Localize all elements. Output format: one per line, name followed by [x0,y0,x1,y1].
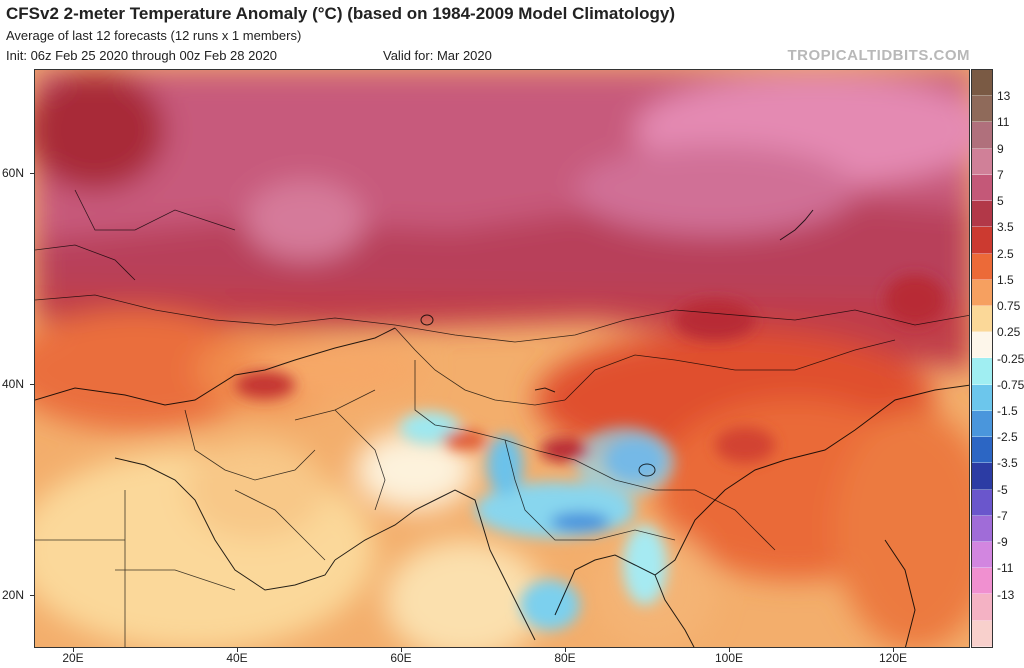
color-scale-label: 9 [997,141,1004,156]
lon-label-80e: 80E [554,651,576,665]
color-scale-cell [972,541,992,569]
lon-tick-100 [729,648,730,652]
color-scale-cell [972,148,992,175]
color-scale-label: 0.25 [997,325,1021,340]
map-subtitle: Average of last 12 forecasts (12 runs x … [6,28,302,43]
lon-tick-120 [893,648,894,652]
color-scale-cell [972,227,992,254]
color-scale-cell [972,410,992,438]
color-scale-cell [972,122,992,149]
color-scale-cell [972,174,992,202]
color-scale-label: 11 [997,115,1010,130]
lon-tick-80 [565,648,566,652]
color-scale-label: -9 [997,535,1008,550]
color-scale-cell [972,332,992,359]
color-scale-label: -5 [997,482,1008,497]
lon-label-120e: 120E [878,651,908,665]
map-title: CFSv2 2-meter Temperature Anomaly (°C) (… [6,4,676,23]
lon-label-20e: 20E [62,651,84,665]
lat-label-60n: 60N [2,166,25,180]
lon-tick-40 [237,648,238,652]
color-scale-label: -0.25 [997,351,1024,366]
color-scale-label: -13 [997,587,1015,602]
color-scale-cell [972,305,992,333]
map-canvas [35,70,969,647]
color-scale-label: -3.5 [997,456,1018,471]
color-scale-label: 2.5 [997,246,1014,261]
lat-tick-40 [30,384,34,385]
color-scale-cell [972,463,992,490]
color-scale-cell [972,384,992,411]
temperature-field [35,70,969,647]
color-scale-cell [972,279,992,306]
color-scale-label: 5 [997,194,1004,209]
country-borders [35,189,969,647]
color-scale-label: -7 [997,508,1008,523]
color-scale-label: 3.5 [997,220,1014,235]
lon-label-60e: 60E [390,651,412,665]
color-scale-bar [971,69,993,648]
coastlines [35,327,969,647]
color-scale-cell [972,201,992,228]
init-time: Init: 06z Feb 25 2020 through 00z Feb 28… [6,48,278,63]
color-scale-label: 13 [997,89,1011,104]
color-scale-cell [972,70,992,97]
color-scale-cell [972,489,992,516]
color-scale-cell [972,515,992,542]
lon-tick-60 [401,648,402,652]
color-scale-cell [972,96,992,123]
color-scale-cell [972,620,992,647]
color-scale-cell [972,437,992,464]
source-watermark: TROPICALTIDBITS.COM [787,47,970,64]
lakes [420,209,814,477]
lon-tick-20 [73,648,74,652]
anomaly-map [34,69,970,648]
color-scale-label: -1.5 [997,403,1018,418]
lat-label-20n: 20N [2,588,25,602]
color-scale-cell [972,568,992,595]
color-scale-label: -0.75 [997,377,1024,392]
color-scale-cell [972,594,992,621]
color-scale-cell [972,358,992,385]
lon-label-40e: 40E [226,651,248,665]
valid-time: Valid for: Mar 2020 [383,48,492,63]
lon-label-100e: 100E [714,651,744,665]
lat-tick-20 [30,595,34,596]
color-scale-label: -11 [997,561,1014,576]
lat-label-40n: 40N [2,377,25,391]
color-scale-cell [972,253,992,280]
color-scale-label: 0.75 [997,299,1021,314]
color-scale-label: 1.5 [997,272,1014,287]
lat-tick-60 [30,173,34,174]
color-scale-label: 7 [997,167,1004,182]
color-scale-label: -2.5 [997,430,1018,445]
